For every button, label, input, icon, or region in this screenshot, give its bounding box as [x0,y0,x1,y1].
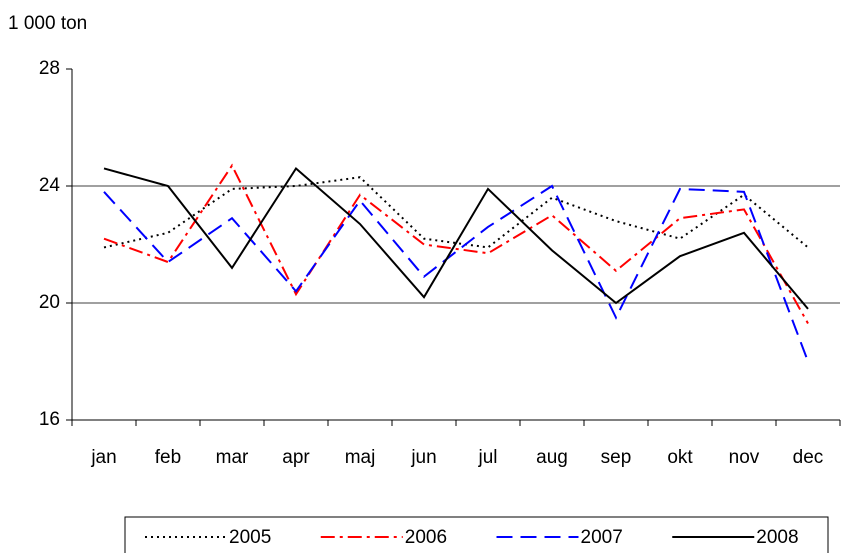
x-tick-label: nov [729,447,760,468]
series-line [103,166,809,310]
y-tick-label: 28 [39,58,60,79]
x-tick-label: jan [90,447,116,468]
legend-label: 2007 [581,527,623,548]
x-tick-label: feb [155,447,181,468]
legend-label: 2008 [756,527,798,548]
series-line [103,163,809,324]
x-tick-label: apr [282,447,310,468]
series-line [103,184,809,362]
x-tick-label: okt [667,447,693,468]
series-line [103,176,809,249]
x-tick-label: jun [410,447,436,468]
x-tick-label: dec [793,447,824,468]
x-tick-label: maj [345,447,376,468]
legend-label: 2005 [229,527,271,548]
x-tick-label: sep [601,447,632,468]
x-tick-label: jul [477,447,497,468]
x-tick-label: aug [536,447,568,468]
y-tick-label: 24 [39,175,61,196]
legend-label: 2006 [405,527,447,548]
y-tick-label: 16 [39,409,60,430]
x-tick-label: mar [216,447,249,468]
y-tick-label: 20 [39,292,60,313]
y-axis-unit: 1 000 ton [8,13,87,34]
legend-box [124,516,829,553]
